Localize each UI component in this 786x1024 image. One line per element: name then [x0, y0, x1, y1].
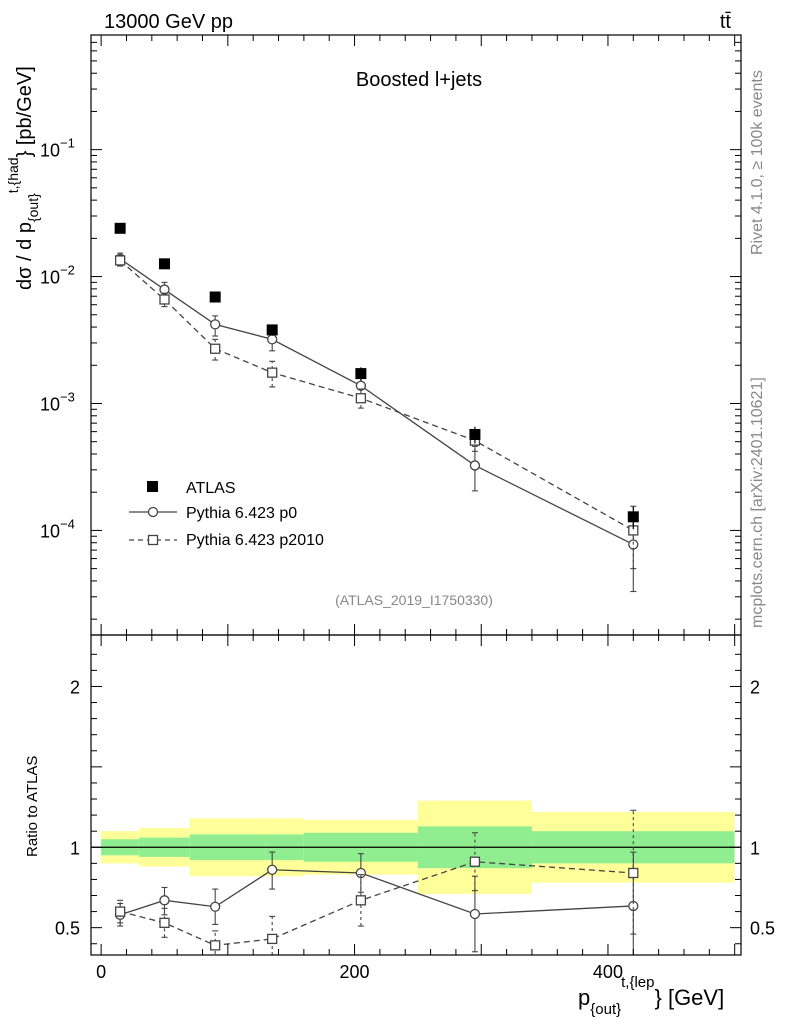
- x-label-sup: t,{lep: [621, 974, 654, 991]
- ratio-marks: [114, 809, 639, 955]
- ratio-tick-label-left: 1: [70, 838, 80, 858]
- series-p0-point: [210, 319, 221, 330]
- ratio-tick-label-left: 2: [70, 677, 80, 697]
- series-p2010-point: [355, 393, 367, 404]
- y-label-main: dσ / d p: [14, 222, 36, 290]
- ratio-p2010-point: [210, 940, 221, 951]
- source-label: mcplots.cern.ch [arXiv:2401.10621]: [749, 377, 766, 628]
- legend-atlas-label: ATLAS: [186, 480, 236, 497]
- ratio-tick-label-right: 2: [750, 677, 760, 697]
- series-p0-point: [469, 460, 481, 471]
- ratio-p2010-point: [355, 895, 367, 906]
- ratio-p2010-point: [159, 917, 170, 928]
- legend: ATLAS Pythia 6.423 p0 Pythia 6.423 p2010: [129, 480, 324, 549]
- y-label-sub: {out}: [25, 193, 41, 222]
- series-atlas-point: [469, 428, 481, 440]
- legend-atlas-marker: [147, 481, 158, 492]
- x-tick-label: 200: [340, 962, 370, 982]
- x-label-main: p: [578, 985, 590, 1010]
- ratio-p0-point: [267, 864, 278, 875]
- y-label-sup: t,{had: [5, 157, 21, 193]
- series-p2010-point: [267, 367, 278, 378]
- series-atlas-point: [114, 222, 126, 234]
- series-atlas-point: [158, 258, 170, 270]
- x-ticks: 0 200 400: [96, 35, 736, 982]
- y-tick-label: 10−1: [40, 136, 75, 161]
- ratio-tick-label-right: 1: [750, 838, 760, 858]
- y-label-tail: } [pb/GeV]: [14, 66, 36, 157]
- x-label-tail: } [GeV]: [655, 985, 725, 1010]
- series-p2010-point: [114, 255, 126, 266]
- series-atlas-point: [209, 291, 221, 303]
- legend-p2010-label: Pythia 6.423 p2010: [186, 532, 324, 549]
- main-y-ticks: 10−4 10−3 10−2 10−1: [40, 34, 741, 620]
- legend-p2010-marker: [147, 534, 159, 546]
- y-axis-label: dσ / d p{out}t,{had} [pb/GeV]: [5, 66, 41, 290]
- main-marks: [114, 222, 639, 593]
- series-p2010-point: [159, 294, 170, 305]
- main-panel: Boosted l+jets (ATLAS_2019_I1750330) 10−…: [40, 34, 742, 636]
- y-tick-label: 10−4: [40, 516, 75, 541]
- ratio-p0-point: [159, 895, 170, 906]
- rivet-label: Rivet 4.1.0, ≥ 100k events: [749, 70, 766, 255]
- series-atlas-point: [355, 368, 367, 380]
- ratio-p2010-point: [628, 867, 639, 879]
- ratio-p2010-point: [267, 933, 278, 945]
- ratio-panel: 0.5 0.5 1 1 2 2 0 200 400: [55, 35, 775, 982]
- series-atlas-point: [627, 511, 639, 523]
- y-tick-label: 10−3: [40, 389, 75, 414]
- series-p0-point: [355, 380, 367, 391]
- series-p2010-point: [210, 343, 221, 354]
- ratio-p0-point: [469, 908, 481, 920]
- ratio-p2010-point: [469, 856, 481, 867]
- ratio-tick-label-right: 0.5: [750, 919, 775, 939]
- series-atlas-point: [266, 324, 278, 336]
- x-tick-label: 400: [593, 962, 623, 982]
- ratio-y-ticks: 0.5 0.5 1 1 2 2: [55, 653, 775, 945]
- x-axis-label: p{out}t,{lep} [GeV]: [578, 974, 724, 1018]
- series-p0-point: [267, 334, 278, 345]
- x-tick-label: 0: [96, 962, 106, 982]
- ratio-axis-label: Ratio to ATLAS: [24, 756, 41, 857]
- ratio-p0-point: [210, 901, 221, 912]
- chart-title: Boosted l+jets: [356, 69, 482, 91]
- x-label-sub: {out}: [590, 1001, 621, 1018]
- legend-p0-label: Pythia 6.423 p0: [186, 505, 297, 522]
- ratio-frame: [90, 634, 742, 956]
- energy-label: 13000 GeV pp: [104, 11, 233, 33]
- process-label: tt̄: [720, 11, 732, 33]
- legend-p0-marker: [147, 506, 159, 518]
- y-tick-label: 10−2: [40, 263, 75, 288]
- ratio-p2010-point: [114, 906, 126, 917]
- series-p0-line: [119, 258, 634, 546]
- analysis-id: (ATLAS_2019_I1750330): [335, 592, 493, 608]
- ratio-tick-label-left: 0.5: [55, 919, 80, 939]
